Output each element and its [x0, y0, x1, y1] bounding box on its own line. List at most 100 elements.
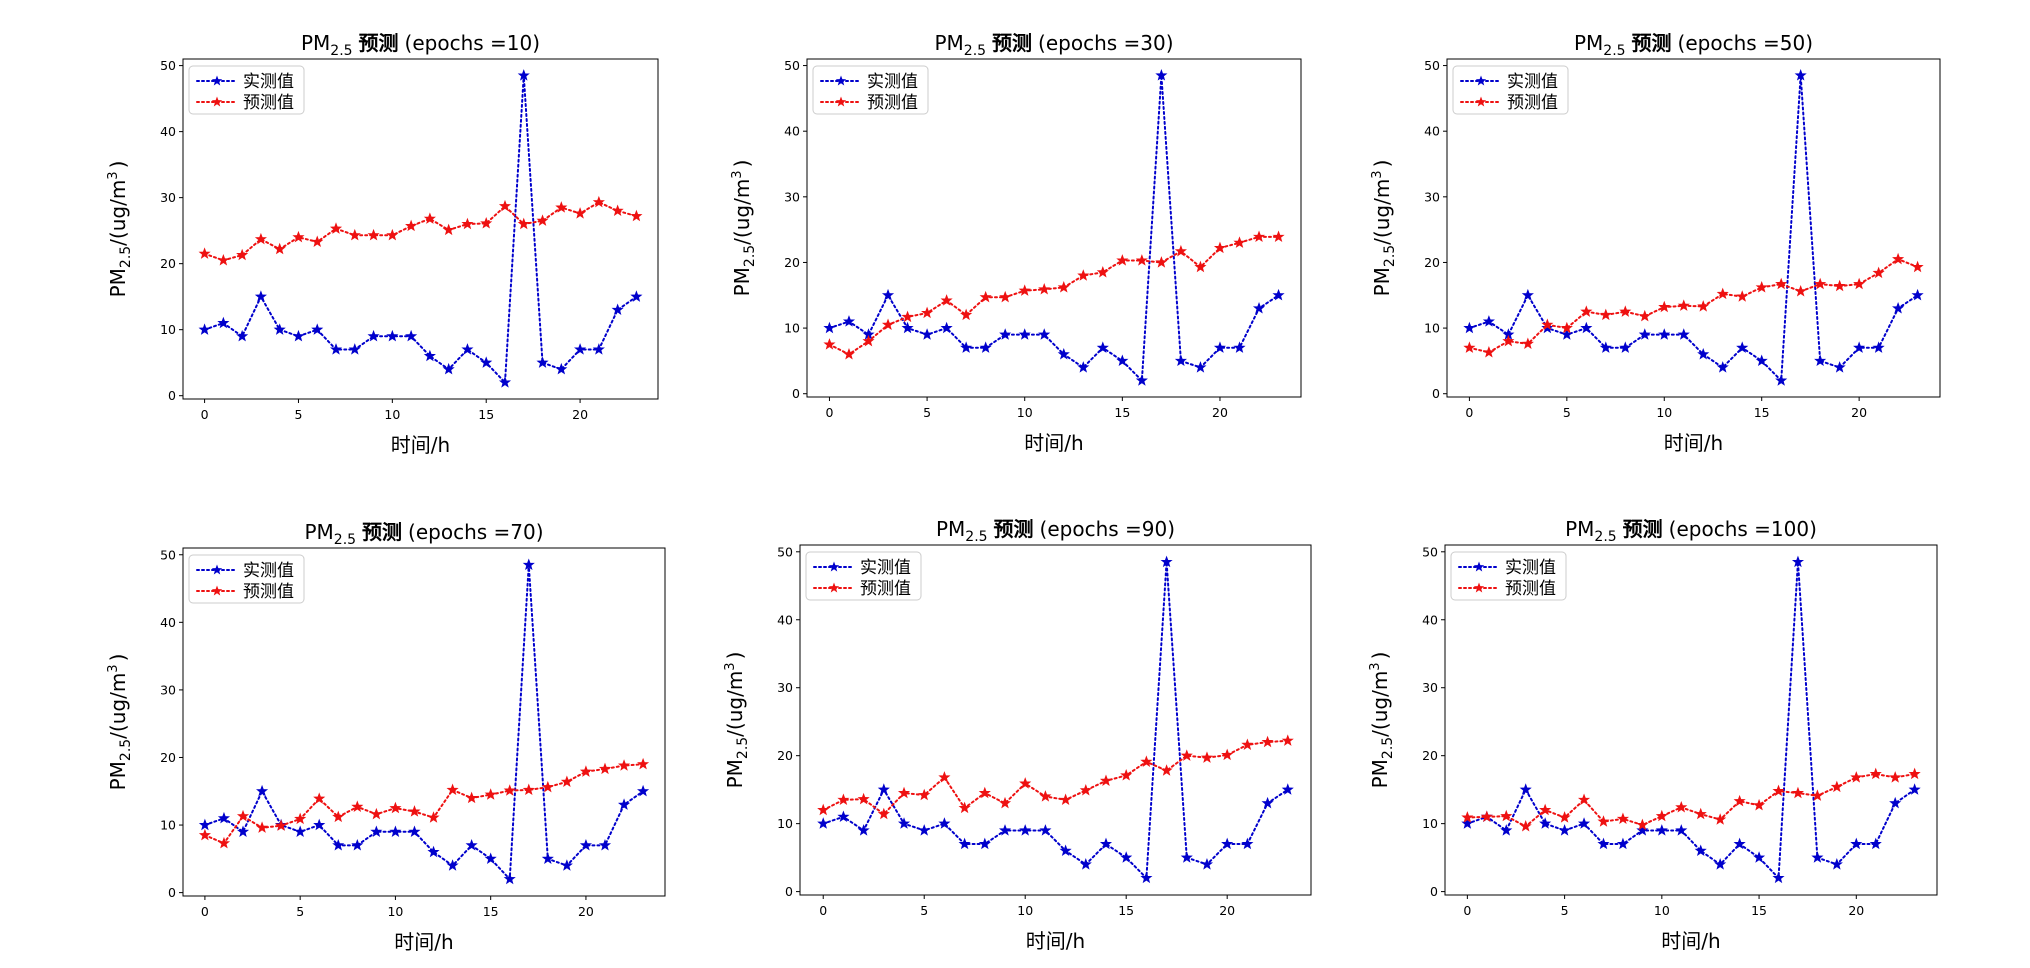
y-tick-label: 40: [1422, 612, 1438, 627]
data-point-marker: [256, 784, 269, 797]
y-tick-label: 0: [792, 386, 800, 401]
data-point-marker: [1482, 346, 1495, 358]
plot-frame: [806, 58, 1302, 398]
data-point-marker: [1500, 809, 1513, 822]
y-tick-label: 20: [784, 255, 800, 270]
data-point-marker: [1714, 858, 1727, 870]
data-point-marker: [503, 784, 516, 796]
data-point-marker: [1872, 341, 1885, 353]
y-tick-label: 40: [160, 124, 176, 139]
chart-title-bold: 预测: [1623, 517, 1663, 541]
data-point-marker: [555, 362, 568, 375]
series-line: [822, 739, 1289, 816]
chart-title-bold: 预测: [362, 520, 402, 544]
data-point-marker: [1233, 236, 1246, 248]
data-point-marker: [998, 796, 1012, 809]
x-axis-label: 时间/h: [391, 433, 450, 457]
legend-marker: [1473, 561, 1485, 572]
data-point-marker: [897, 817, 911, 829]
series-line: [203, 201, 638, 262]
series-line: [828, 235, 1280, 356]
x-tick-label: 5: [920, 903, 928, 918]
chart-title-bold: 预测: [359, 31, 399, 55]
data-point-marker: [1677, 328, 1690, 340]
data-point-marker: [1539, 803, 1552, 816]
data-point-marker: [579, 765, 592, 777]
data-point-marker: [1716, 361, 1729, 373]
data-point-marker: [1655, 809, 1668, 822]
y-axis-label-sup: 3: [106, 171, 121, 179]
y-tick-label: 30: [777, 680, 793, 695]
data-point-marker: [1714, 813, 1727, 825]
data-point-marker: [574, 343, 587, 355]
data-point-marker: [1850, 837, 1863, 850]
data-point-marker: [1814, 277, 1827, 290]
data-point-marker: [862, 334, 875, 347]
data-point-marker: [1519, 820, 1532, 832]
data-point-marker: [1241, 837, 1254, 850]
data-point-marker: [329, 343, 343, 355]
data-point-marker: [1908, 783, 1921, 795]
y-tick-label: 0: [1430, 884, 1438, 899]
data-point-marker: [1252, 230, 1266, 243]
x-axis-label: 时间/h: [1661, 929, 1720, 953]
legend-label: 实测值: [1505, 558, 1556, 578]
y-axis-label-mid: /(ug/m: [1370, 179, 1394, 245]
data-point-marker: [522, 783, 535, 796]
y-tick-label: 10: [160, 322, 176, 337]
y-tick-label: 40: [784, 124, 800, 139]
data-point-marker: [823, 338, 836, 350]
data-point-marker: [1194, 361, 1207, 373]
data-point-marker: [837, 793, 850, 805]
chart-title-main: PM: [304, 520, 333, 544]
data-point-marker: [958, 837, 971, 850]
series-0: [823, 69, 1285, 386]
x-tick-label: 10: [1017, 405, 1033, 420]
data-point-marker: [198, 818, 211, 831]
data-point-marker: [1539, 817, 1552, 829]
data-point-marker: [1039, 790, 1052, 802]
series-0: [198, 69, 643, 388]
data-point-marker: [998, 824, 1012, 836]
data-point-marker: [1558, 824, 1571, 836]
data-point-marker: [598, 838, 612, 851]
x-tick-label: 10: [384, 407, 400, 422]
data-point-marker: [1261, 735, 1274, 748]
y-axis-label: PM2.5/(ug/m3): [106, 654, 134, 791]
plot-frame: [1444, 544, 1938, 896]
series-line: [828, 75, 1280, 383]
data-point-marker: [1174, 354, 1187, 367]
data-point-marker: [1155, 256, 1168, 268]
y-tick-label: 30: [160, 682, 176, 697]
data-point-marker: [1638, 309, 1651, 322]
data-point-marker: [940, 321, 953, 334]
data-point-marker: [1850, 771, 1863, 783]
data-point-marker: [999, 328, 1012, 340]
data-point-marker: [897, 786, 911, 799]
data-point-marker: [484, 852, 497, 864]
data-point-marker: [1577, 793, 1591, 805]
data-point-marker: [386, 228, 399, 241]
data-point-marker: [1869, 767, 1882, 780]
data-point-marker: [630, 290, 643, 302]
data-point-marker: [498, 376, 512, 388]
data-point-marker: [560, 859, 573, 871]
series-line: [203, 763, 645, 845]
data-point-marker: [1194, 260, 1207, 273]
legend-label: 预测值: [243, 582, 294, 602]
y-tick-label: 20: [160, 256, 176, 271]
legend-marker: [211, 75, 223, 86]
y-tick-label: 40: [777, 612, 793, 627]
data-point-marker: [560, 775, 573, 787]
y-axis-label-sub: 2.5: [118, 739, 134, 761]
data-point-marker: [1753, 851, 1766, 863]
data-point-marker: [960, 341, 973, 353]
data-point-marker: [1753, 798, 1766, 811]
data-point-marker: [351, 800, 364, 812]
data-point-marker: [1461, 817, 1474, 829]
y-axis-label-main: PM: [1368, 759, 1392, 788]
